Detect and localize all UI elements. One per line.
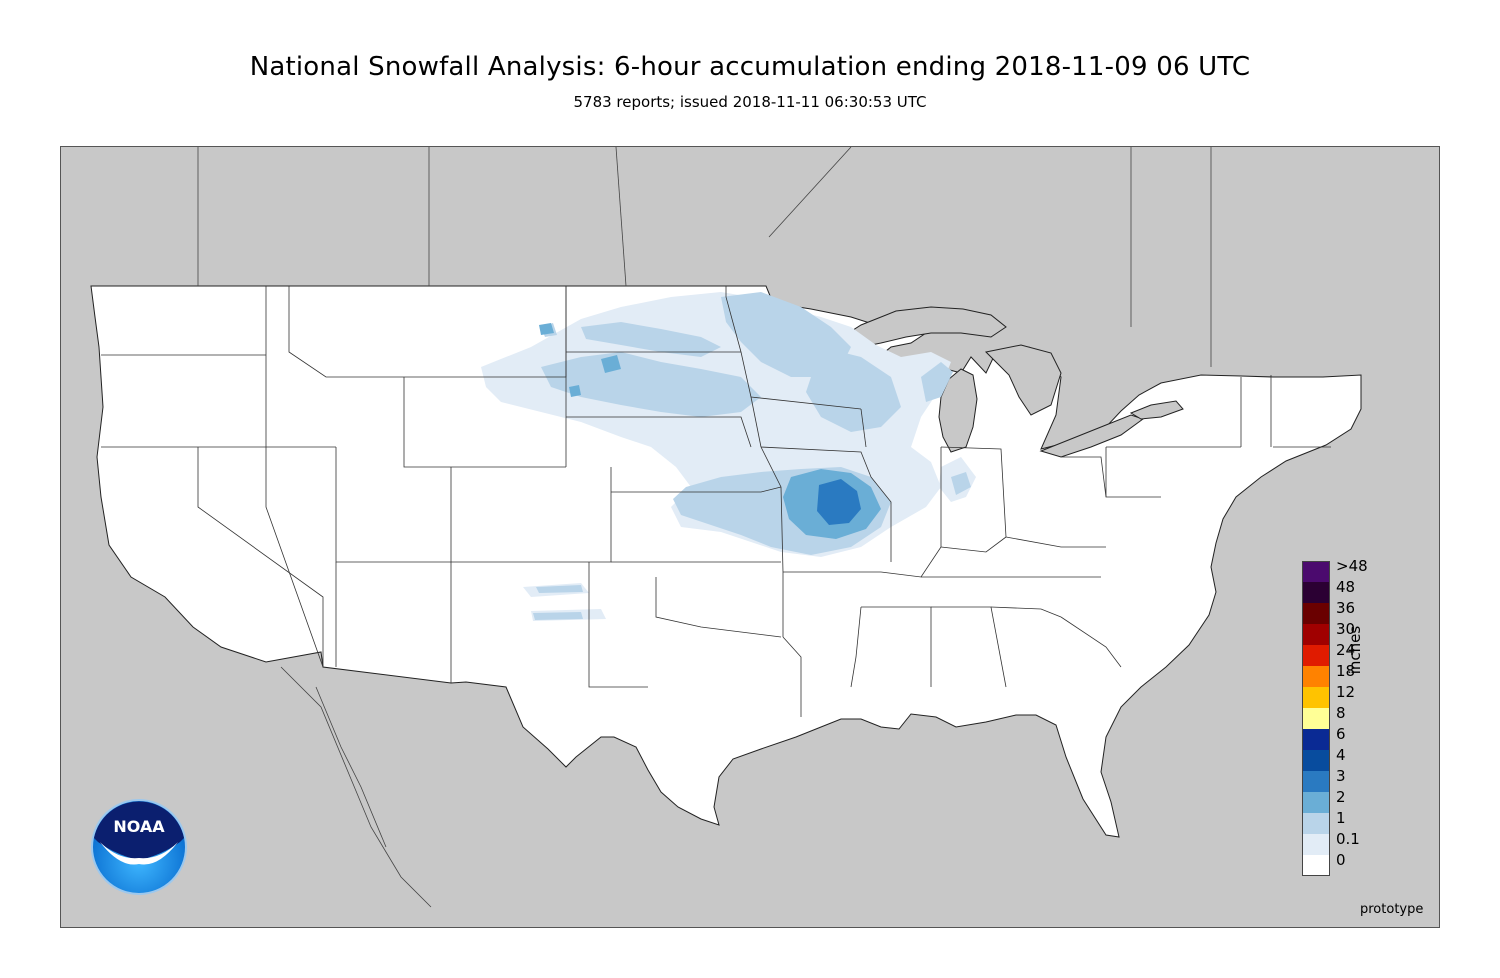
legend-swatch (1302, 813, 1330, 834)
lake-superior (837, 306, 1007, 348)
legend-label: 24 (1336, 641, 1356, 659)
legend-swatch (1302, 729, 1330, 750)
legend-units-label: inches (1346, 625, 1364, 675)
legend-swatch (1302, 792, 1330, 813)
map-title: National Snowfall Analysis: 6-hour accum… (249, 52, 1251, 82)
legend-label: 48 (1336, 578, 1356, 596)
snow-heaviest-band (817, 479, 861, 525)
state-boundaries (101, 286, 1331, 717)
legend-swatch (1302, 561, 1330, 582)
conus-landmass (90, 285, 1362, 838)
map-panel[interactable] (60, 146, 1440, 928)
legend-swatch (1302, 687, 1330, 708)
noaa-logo: NOAA (91, 799, 187, 895)
international-lines (197, 147, 1212, 908)
prototype-label: prototype (1360, 902, 1424, 917)
legend-label: 0 (1336, 851, 1346, 869)
legend-swatch (1302, 708, 1330, 729)
legend-label: 30 (1336, 620, 1356, 638)
legend-swatch (1302, 624, 1330, 645)
noaa-logo-text: NOAA (113, 817, 165, 836)
lake-ontario (1129, 400, 1184, 420)
map-subtitle: 5783 reports; issued 2018-11-11 06:30:53… (573, 93, 927, 111)
legend-label: 4 (1336, 746, 1346, 764)
legend-swatch (1302, 645, 1330, 666)
legend-label: 6 (1336, 725, 1346, 743)
legend-label: 1 (1336, 809, 1346, 827)
legend-label: 3 (1336, 767, 1346, 785)
legend-label: 36 (1336, 599, 1356, 617)
legend-label: 2 (1336, 788, 1346, 806)
legend-label: 0.1 (1336, 830, 1360, 848)
legend-swatch (1302, 603, 1330, 624)
legend-label: >48 (1336, 557, 1368, 575)
legend-swatch (1302, 771, 1330, 792)
legend-label: 18 (1336, 662, 1356, 680)
lake-michigan (938, 368, 978, 453)
lake-huron (984, 344, 1062, 416)
legend-swatch (1302, 582, 1330, 603)
legend-swatch (1302, 666, 1330, 687)
legend-swatch (1302, 855, 1330, 876)
legend-swatch (1302, 834, 1330, 855)
map-canvas (90, 147, 1362, 908)
legend-swatch (1302, 750, 1330, 771)
legend-label: 8 (1336, 704, 1346, 722)
legend-label: 12 (1336, 683, 1356, 701)
